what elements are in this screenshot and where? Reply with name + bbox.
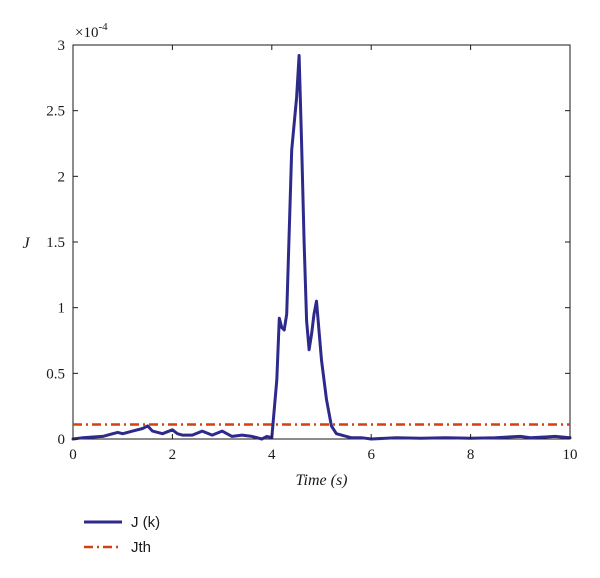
- y-tick-label: 2.5: [46, 104, 65, 120]
- axes-frame: [72, 44, 571, 440]
- y-tick-label: 1.5: [46, 235, 65, 251]
- x-tick-label: 2: [169, 447, 177, 463]
- y-axis-label: J: [22, 235, 30, 252]
- y-tick-label: 3: [58, 38, 66, 54]
- x-axis-label: Time (s): [296, 472, 348, 489]
- plot-area: [71, 44, 572, 441]
- legend-label-jth: Jth: [131, 539, 151, 556]
- y-tick-label: 0.5: [46, 366, 65, 382]
- x-tick-label: 10: [563, 447, 578, 463]
- series-line-jk: [71, 54, 572, 441]
- y-tick-label: 0: [58, 432, 66, 448]
- legend: J (k) Jth: [84, 514, 160, 556]
- x-tick-label: 4: [268, 447, 276, 463]
- legend-label-jk: J (k): [131, 514, 160, 531]
- x-tick-label: 8: [467, 447, 475, 463]
- x-tick-label: 6: [367, 447, 375, 463]
- y-axis-multiplier: ×10-4: [75, 21, 108, 41]
- axis-ticks: 0 2 4 6 8 10 0 0.5 1 1.5 2 2.5 3: [46, 38, 577, 463]
- x-tick-label: 0: [69, 447, 77, 463]
- y-tick-label: 2: [58, 169, 66, 185]
- y-tick-label: 1: [58, 301, 66, 317]
